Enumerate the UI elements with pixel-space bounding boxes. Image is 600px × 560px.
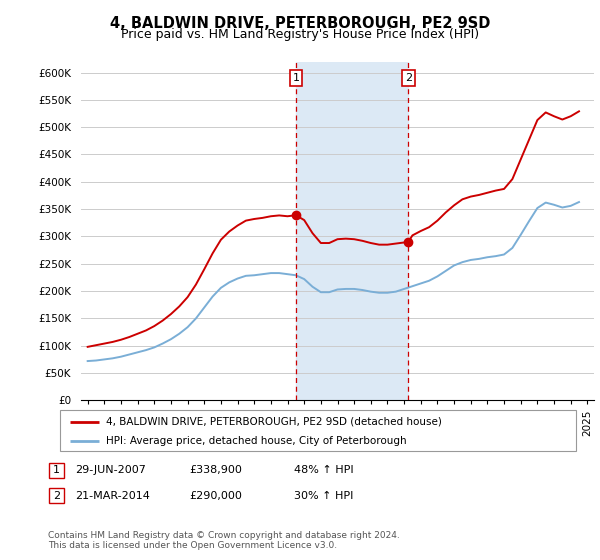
Text: 1: 1 — [53, 465, 60, 475]
Text: 4, BALDWIN DRIVE, PETERBOROUGH, PE2 9SD (detached house): 4, BALDWIN DRIVE, PETERBOROUGH, PE2 9SD … — [106, 417, 442, 427]
Text: 29-JUN-2007: 29-JUN-2007 — [75, 465, 146, 475]
Text: £338,900: £338,900 — [189, 465, 242, 475]
Text: Contains HM Land Registry data © Crown copyright and database right 2024.
This d: Contains HM Land Registry data © Crown c… — [48, 531, 400, 550]
Text: HPI: Average price, detached house, City of Peterborough: HPI: Average price, detached house, City… — [106, 436, 407, 446]
Bar — [296, 62, 408, 400]
Text: 2: 2 — [53, 491, 60, 501]
Text: 21-MAR-2014: 21-MAR-2014 — [75, 491, 150, 501]
Text: 4, BALDWIN DRIVE, PETERBOROUGH, PE2 9SD: 4, BALDWIN DRIVE, PETERBOROUGH, PE2 9SD — [110, 16, 490, 31]
Text: £290,000: £290,000 — [189, 491, 242, 501]
Text: 48% ↑ HPI: 48% ↑ HPI — [294, 465, 353, 475]
Text: Price paid vs. HM Land Registry's House Price Index (HPI): Price paid vs. HM Land Registry's House … — [121, 28, 479, 41]
Text: 1: 1 — [292, 73, 299, 83]
Text: 30% ↑ HPI: 30% ↑ HPI — [294, 491, 353, 501]
Text: 2: 2 — [405, 73, 412, 83]
